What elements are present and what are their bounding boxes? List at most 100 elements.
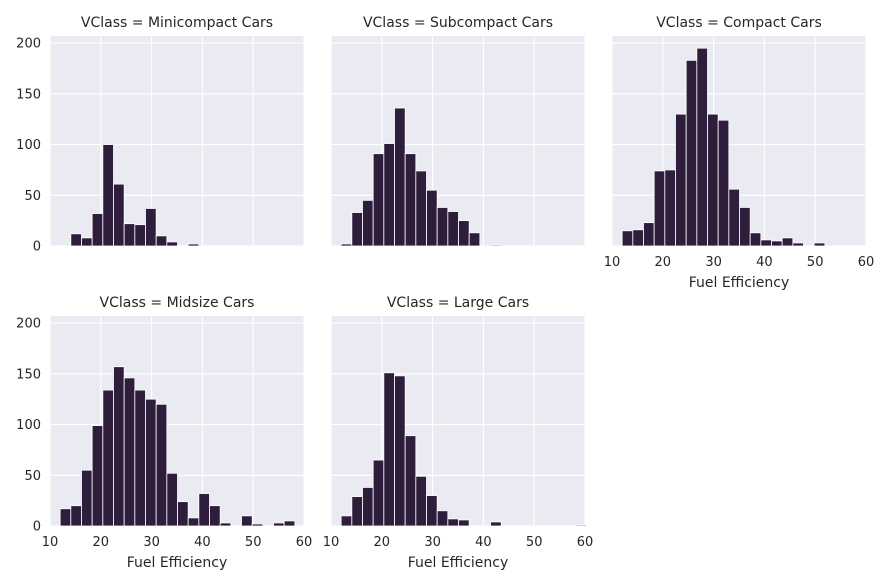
histogram-bar: [340, 515, 353, 527]
histogram-bar: [458, 220, 470, 247]
y-tick-label: 100: [16, 418, 41, 433]
histogram-bar: [187, 517, 200, 527]
y-tick-label: 200: [16, 37, 41, 52]
histogram-bar: [653, 170, 666, 247]
histogram-bar: [728, 188, 740, 247]
x-tick-label: 10: [42, 535, 59, 550]
histogram-bar: [113, 366, 125, 527]
x-tick-label: 50: [526, 535, 543, 550]
x-axis-label: Fuel Efficiency: [408, 555, 509, 571]
histogram-bar: [59, 508, 72, 527]
histogram-bar: [209, 505, 221, 527]
facet-panel-5: VClass = Large Cars 10 20 30 40 50 60 Fuel Effi…: [323, 295, 594, 571]
histogram-bar: [426, 189, 438, 247]
histogram-bar: [813, 242, 826, 247]
histogram-bar: [362, 199, 374, 247]
x-tick-label: 20: [374, 535, 391, 550]
y-tick-label: 50: [24, 469, 41, 484]
histogram-bar: [792, 242, 804, 247]
x-tick-label: 30: [705, 255, 722, 270]
y-tick-label: 150: [16, 87, 41, 102]
histogram-bar: [145, 208, 157, 247]
y-tick-label: 150: [16, 367, 41, 382]
facet-panel-2: VClass = Subcompact Cars: [330, 15, 586, 247]
histogram-bar: [664, 169, 676, 247]
histogram-bar: [739, 207, 751, 247]
histogram-bar: [351, 496, 363, 527]
histogram-bar: [102, 389, 114, 527]
histogram-bar: [187, 243, 200, 247]
histogram-bar: [113, 183, 125, 247]
histogram-bar: [81, 237, 93, 247]
histogram-bar: [426, 495, 438, 527]
histogram-bar: [394, 375, 406, 527]
histogram-bar: [749, 232, 762, 247]
histogram-bar: [394, 107, 406, 247]
plot-background: [50, 36, 304, 246]
histogram-bar: [166, 241, 178, 247]
histogram-bar: [621, 230, 634, 247]
x-tick-label: 60: [296, 535, 313, 550]
facet-panel-3: VClass = Compact Cars 10 20 30 40 50 60 Fuel Ef…: [604, 15, 875, 291]
facet-title: VClass = Minicompact Cars: [81, 15, 273, 31]
histogram-bar: [383, 143, 395, 247]
histogram-bar: [219, 522, 232, 527]
histogram-bar: [198, 493, 210, 527]
histogram-bar: [490, 521, 502, 527]
histogram-bar: [760, 239, 772, 247]
histogram-bar: [696, 47, 708, 247]
histogram-bar: [415, 170, 427, 247]
histogram-bar: [458, 519, 470, 527]
x-tick-label: 10: [604, 255, 621, 270]
x-tick-label: 50: [245, 535, 262, 550]
histogram-bar: [134, 389, 146, 527]
histogram-bar: [632, 229, 644, 247]
x-tick-label: 40: [756, 255, 773, 270]
x-axis-label: Fuel Efficiency: [689, 275, 790, 291]
histogram-bar: [436, 510, 449, 527]
histogram-bar: [351, 212, 363, 247]
histogram-bar: [781, 237, 794, 247]
histogram-bar: [91, 213, 104, 247]
histogram-bar: [468, 232, 481, 247]
histogram-bar: [134, 224, 146, 247]
x-tick-label: 60: [858, 255, 875, 270]
x-tick-label: 30: [143, 535, 160, 550]
histogram-bar: [123, 223, 136, 247]
facet-title: VClass = Compact Cars: [656, 15, 822, 31]
x-tick-label: 30: [424, 535, 441, 550]
y-tick-label: 50: [24, 189, 41, 204]
histogram-bar: [771, 240, 783, 247]
histogram-bar: [145, 398, 157, 527]
histogram-bar: [70, 233, 82, 247]
x-tick-label: 60: [577, 535, 594, 550]
histogram-bar: [490, 244, 502, 247]
histogram-bar: [81, 469, 93, 527]
histogram-bar: [675, 113, 687, 247]
facet-title: VClass = Subcompact Cars: [363, 15, 553, 31]
x-tick-label: 20: [655, 255, 672, 270]
histogram-bar: [177, 501, 189, 527]
x-axis-label: Fuel Efficiency: [127, 555, 228, 571]
facet-panel-1: VClass = Minicompact Cars 0 50 100 150 200: [16, 15, 305, 255]
histogram-bar: [155, 403, 168, 527]
x-tick-label: 20: [93, 535, 110, 550]
histogram-bar: [436, 207, 449, 247]
y-tick-label: 0: [33, 240, 41, 255]
facet-panel-4: VClass = Midsize Cars 0 50 100 150 200 10 20 30 4…: [16, 295, 312, 571]
histogram-bar: [91, 425, 104, 527]
histogram-bar: [362, 487, 374, 527]
histogram-bar: [707, 113, 719, 247]
facet-title: VClass = Midsize Cars: [100, 295, 255, 311]
histogram-bar: [372, 153, 385, 247]
y-tick-label: 200: [16, 317, 41, 332]
y-tick-label: 0: [33, 520, 41, 535]
histogram-bar: [241, 515, 253, 527]
x-tick-label: 50: [807, 255, 824, 270]
histogram-bar: [155, 235, 168, 247]
histogram-bar: [340, 243, 353, 247]
histogram-bar: [575, 524, 587, 527]
histogram-bar: [447, 211, 459, 247]
histogram-bar: [643, 222, 655, 247]
